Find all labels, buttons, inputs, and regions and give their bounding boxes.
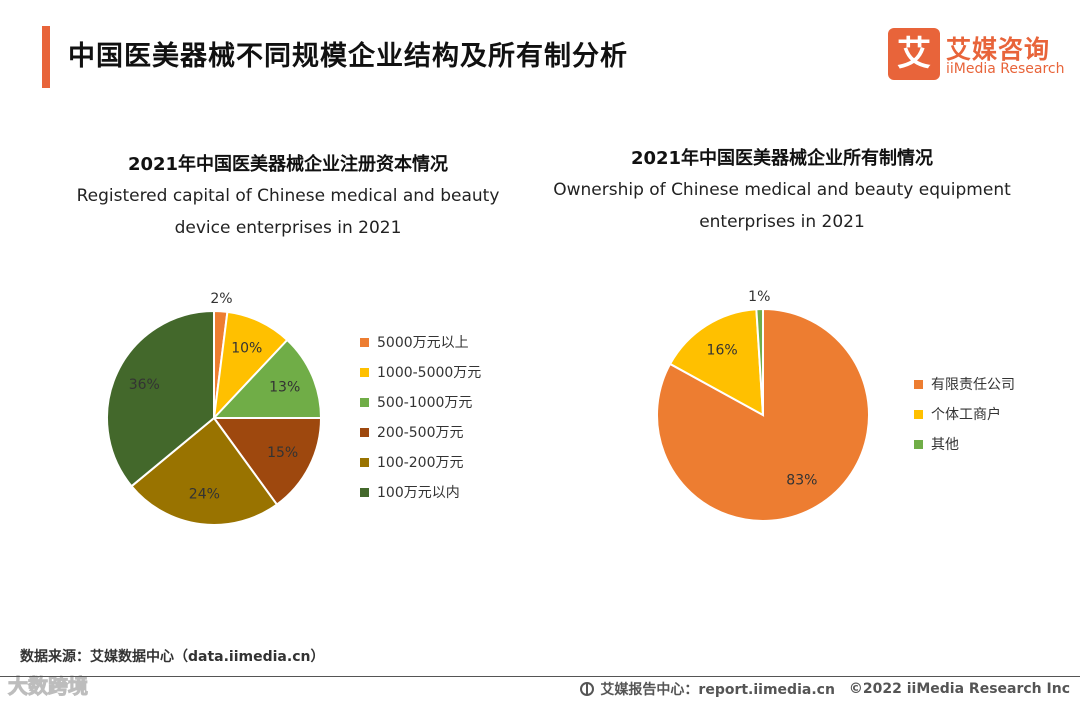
pie-slice-0-5 xyxy=(106,309,215,488)
watermark: 大数跨境 xyxy=(8,674,89,699)
right-chart-title: 2021年中国医美器械企业所有制情况 xyxy=(630,148,934,169)
footer: 艾媒报告中心：report.iimedia.cn ©2022 iiMedia R… xyxy=(580,679,1070,699)
legend-swatch-1-1 xyxy=(914,409,923,419)
legend-swatch-0-2 xyxy=(360,397,369,407)
legend-swatch-0-0 xyxy=(360,337,369,347)
legend-label-0-5: 100万元以内 xyxy=(377,485,460,501)
data-label-1-1: 16% xyxy=(707,343,738,359)
legend-item-0-3: 200-500万元 xyxy=(360,417,481,447)
legend-swatch-0-5 xyxy=(360,487,369,497)
pie-slice-1-2 xyxy=(755,307,764,416)
data-label-1-2: 1% xyxy=(748,289,770,305)
data-label-0-2: 13% xyxy=(269,379,300,395)
footer-report-link[interactable]: 艾媒报告中心：report.iimedia.cn xyxy=(600,682,835,698)
title-accent-bar xyxy=(42,26,50,88)
data-label-0-4: 24% xyxy=(189,486,220,502)
legend-label-0-4: 100-200万元 xyxy=(377,455,464,471)
legend-label-0-2: 500-1000万元 xyxy=(377,395,473,411)
legend-label-0-3: 200-500万元 xyxy=(377,425,464,441)
logo-mark-icon: 艾 xyxy=(888,28,940,80)
data-source-note: 数据来源：艾媒数据中心（data.iimedia.cn） xyxy=(20,649,325,665)
logo-chinese-name: 艾媒咨询 xyxy=(946,35,1051,64)
footer-copyright: ©2022 iiMedia Research Inc xyxy=(848,681,1070,697)
legend-item-0-5: 100万元以内 xyxy=(360,477,481,507)
legend-item-0-1: 1000-5000万元 xyxy=(360,357,481,387)
legend-item-1-1: 个体工商户 xyxy=(914,399,1015,429)
left-chart-subtitle: Registered capital of Chinese medical an… xyxy=(76,186,500,238)
ownership-pie-chart: 83% 16% 1% xyxy=(656,289,870,522)
ownership-legend: 有限责任公司 个体工商户其他 xyxy=(914,369,1015,459)
legend-swatch-0-3 xyxy=(360,427,369,437)
legend-label-0-1: 1000-5000万元 xyxy=(377,365,482,381)
registered-capital-legend: 5000万元以上 1000-5000万元 500-1000万元 200-500万元 10… xyxy=(360,327,481,507)
legend-swatch-1-0 xyxy=(914,379,923,389)
logo-english-name: iiMedia Research xyxy=(946,61,1065,77)
legend-item-1-2: 其他 xyxy=(914,429,1015,459)
pie-slice-0-2 xyxy=(211,338,323,419)
footer-divider xyxy=(0,676,1080,677)
legend-swatch-1-2 xyxy=(914,439,923,449)
pie-slice-1-1 xyxy=(668,308,765,417)
iimedia-logo: 艾 艾媒咨询 iiMedia Research xyxy=(888,28,1066,86)
data-label-0-0: 2% xyxy=(210,291,232,307)
legend-swatch-0-1 xyxy=(360,367,369,377)
data-label-0-5: 36% xyxy=(129,377,160,393)
legend-label-1-2: 其他 xyxy=(931,437,959,453)
legend-item-0-2: 500-1000万元 xyxy=(360,387,481,417)
data-label-0-1: 10% xyxy=(231,340,262,356)
data-label-0-3: 15% xyxy=(267,445,298,461)
legend-item-1-0: 有限责任公司 xyxy=(914,369,1015,399)
registered-capital-pie-chart: 2% 10% 13% 15% 24% 36% xyxy=(106,291,323,526)
legend-swatch-0-4 xyxy=(360,457,369,467)
pie-slice-0-3 xyxy=(212,417,323,506)
report-center-icon xyxy=(580,682,595,696)
legend-label-0-0: 5000万元以上 xyxy=(377,335,469,351)
legend-item-0-4: 100-200万元 xyxy=(360,447,481,477)
legend-item-0-0: 5000万元以上 xyxy=(360,327,481,357)
right-chart-subtitle: Ownership of Chinese medical and beauty … xyxy=(553,180,1011,232)
page-title: 中国医美器械不同规模企业结构及所有制分析 xyxy=(68,41,628,72)
left-chart-title: 2021年中国医美器械企业注册资本情况 xyxy=(127,154,449,175)
legend-label-1-0: 有限责任公司 xyxy=(931,377,1015,393)
pie-slice-0-4 xyxy=(130,416,279,526)
legend-label-1-1: 个体工商户 xyxy=(931,407,1001,423)
data-label-1-0: 83% xyxy=(786,473,817,489)
